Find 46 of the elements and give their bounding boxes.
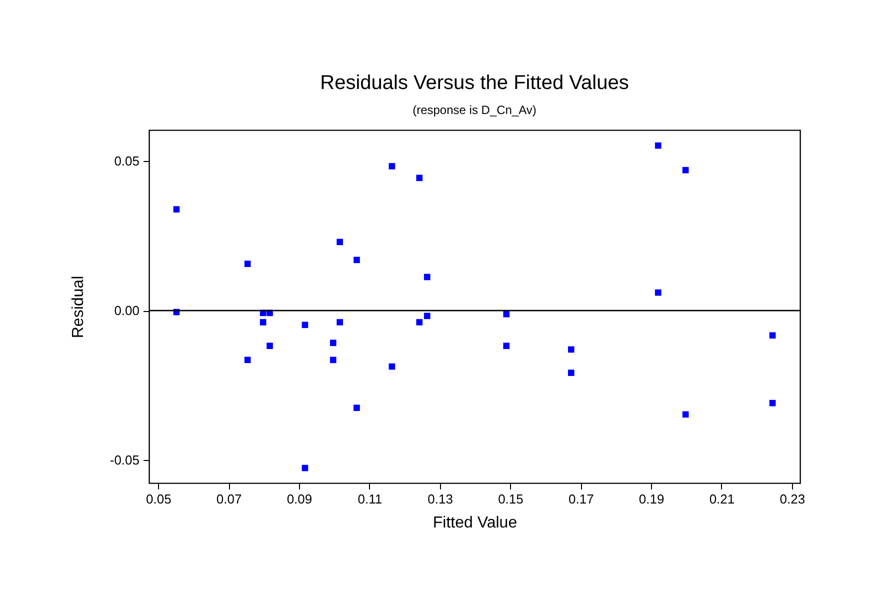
- point: [769, 400, 776, 406]
- point: [654, 289, 662, 296]
- point: [354, 256, 360, 264]
- y-axis-title: Residual: [70, 276, 87, 338]
- x-tick-label: 0.21: [709, 492, 735, 506]
- point: [388, 363, 396, 370]
- point: [568, 370, 574, 376]
- point: [266, 342, 273, 350]
- point: [302, 322, 308, 328]
- x-tick-label: 0.17: [568, 492, 594, 506]
- point: [354, 404, 360, 412]
- x-tick-label: 0.07: [216, 492, 242, 506]
- y-tick-label: 0.00: [114, 303, 140, 318]
- x-axis-title: Fitted Value: [432, 514, 518, 532]
- point: [503, 310, 510, 318]
- point: [173, 206, 180, 213]
- point: [336, 238, 343, 246]
- point: [769, 332, 776, 339]
- point: [416, 174, 423, 182]
- point: [682, 166, 689, 174]
- point: [336, 319, 343, 326]
- point: [388, 163, 396, 170]
- y-tick-label: -0.05: [110, 452, 140, 468]
- point: [416, 319, 423, 326]
- point: [503, 342, 510, 350]
- x-tick-label: 0.15: [498, 492, 524, 506]
- point: [654, 142, 662, 149]
- x-tick-label: 0.09: [286, 492, 312, 506]
- point: [330, 340, 336, 346]
- x-tick-label: 0.23: [780, 492, 806, 506]
- x-tick-label: 0.05: [146, 492, 172, 506]
- y-tick-label: 0.05: [114, 153, 140, 168]
- point: [244, 356, 251, 364]
- point: [424, 312, 430, 320]
- chart-title: Residuals Versus the Fitted Values: [320, 72, 629, 94]
- chart-subtitle: (response is D_Cn_Av): [412, 103, 536, 117]
- x-tick-label: 0.19: [638, 492, 664, 506]
- x-tick-label: 0.11: [358, 492, 382, 506]
- point: [260, 319, 266, 326]
- point: [424, 274, 430, 280]
- point: [302, 464, 308, 472]
- point: [568, 346, 574, 353]
- point: [330, 356, 336, 364]
- point: [682, 411, 689, 418]
- x-tick-label: 0.13: [428, 492, 453, 506]
- point: [244, 260, 251, 267]
